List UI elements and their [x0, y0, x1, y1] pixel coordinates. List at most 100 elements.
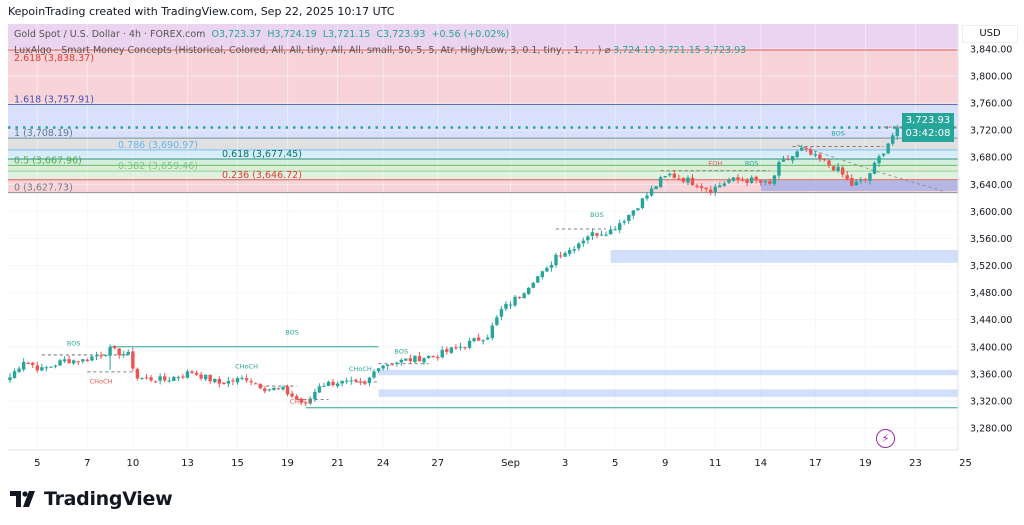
- candle-body: [445, 349, 449, 352]
- candle-body: [554, 254, 558, 266]
- candle: [258, 383, 262, 390]
- candle-body: [563, 253, 567, 257]
- candle-body: [354, 379, 358, 382]
- candle-body: [422, 358, 426, 363]
- candle-body: [117, 348, 121, 356]
- symbol-legend[interactable]: Gold Spot / U.S. Dollar · 4h · FOREX.com…: [14, 29, 509, 40]
- candle-body: [235, 377, 240, 383]
- candle: [249, 378, 253, 386]
- candle: [790, 155, 795, 164]
- candle: [422, 357, 426, 365]
- candle-body: [677, 178, 681, 180]
- candle-body: [754, 176, 758, 181]
- candle: [12, 368, 17, 379]
- candle-body: [176, 377, 181, 379]
- candle: [426, 355, 431, 359]
- candle-body: [367, 377, 372, 384]
- structure-label: BOS: [590, 211, 604, 219]
- candle: [72, 359, 76, 365]
- candle: [254, 382, 258, 385]
- fib-zone: [8, 149, 958, 159]
- candle: [854, 178, 858, 186]
- candle-body: [490, 325, 494, 338]
- candle: [345, 377, 349, 385]
- candle: [58, 358, 62, 366]
- time-tick-label: 15: [231, 458, 244, 469]
- candle-body: [340, 380, 344, 384]
- indicator-legend[interactable]: LuxAlgo - Smart Money Concepts (Historic…: [14, 45, 746, 56]
- candle-body: [322, 385, 326, 387]
- candle-body: [185, 371, 190, 378]
- candle: [135, 367, 140, 381]
- ohlc-low: L3,721.15: [322, 29, 371, 40]
- currency-button[interactable]: USD: [962, 25, 1018, 43]
- candle: [449, 346, 454, 355]
- candle: [163, 372, 167, 383]
- candle-body: [768, 181, 772, 184]
- candle: [859, 177, 863, 184]
- candle-body: [399, 359, 403, 363]
- candle: [367, 376, 372, 387]
- candle: [467, 337, 472, 350]
- candle-body: [335, 383, 340, 387]
- candle: [577, 242, 581, 252]
- lightning-icon[interactable]: ⚡: [876, 429, 895, 448]
- candle: [35, 361, 39, 373]
- candle: [836, 163, 840, 173]
- candle: [126, 349, 130, 356]
- price-tick-label: 3,720.00: [970, 126, 1012, 137]
- candle: [881, 153, 886, 158]
- indicator-name: LuxAlgo - Smart Money Concepts (Historic…: [14, 45, 611, 56]
- candle-body: [163, 376, 167, 381]
- candle: [117, 347, 121, 359]
- candle-body: [895, 127, 899, 136]
- structure-label: BOS: [285, 329, 299, 337]
- time-tick-label: 11: [709, 458, 722, 469]
- candle: [317, 383, 322, 393]
- tradingview-logo[interactable]: TradingView: [10, 488, 173, 510]
- bar-countdown: 03:42:08: [905, 128, 951, 139]
- candle: [863, 177, 868, 183]
- candle: [304, 400, 308, 407]
- candle-body: [8, 377, 12, 381]
- candle-body: [740, 179, 745, 181]
- fib-label: 1.618 (3,757.91): [14, 94, 94, 105]
- fib-label: 0.618 (3,677.45): [222, 149, 302, 160]
- candle-body: [149, 377, 153, 381]
- candle: [827, 159, 831, 168]
- candle-body: [126, 351, 130, 355]
- candle-body: [863, 179, 868, 181]
- candle: [722, 181, 727, 188]
- candle-body: [167, 380, 171, 382]
- candle: [681, 177, 686, 184]
- candle: [463, 346, 467, 351]
- candle: [891, 132, 895, 146]
- candle: [850, 174, 854, 187]
- time-tick-label: 13: [181, 458, 194, 469]
- candle-body: [440, 349, 444, 358]
- price-tick-label: 3,800.00: [970, 72, 1012, 83]
- candle-body: [203, 374, 208, 380]
- time-tick-label: 5: [612, 458, 618, 469]
- candle: [677, 174, 681, 180]
- time-tick-label: 5: [34, 458, 40, 469]
- candle: [349, 376, 353, 385]
- candle-body: [831, 166, 836, 171]
- candle-body: [513, 296, 517, 306]
- candle-body: [99, 355, 103, 357]
- price-tick-label: 3,600.00: [970, 207, 1012, 218]
- candle-body: [449, 347, 454, 353]
- candle-body: [417, 356, 422, 362]
- time-tick-label: 27: [431, 458, 444, 469]
- candle-body: [254, 383, 258, 385]
- candle-body: [868, 173, 872, 181]
- candle: [363, 379, 367, 386]
- candle-body: [590, 232, 595, 237]
- fib-label: 1 (3,708.19): [14, 128, 73, 139]
- price-tick-label: 3,360.00: [970, 369, 1012, 380]
- candle-body: [713, 186, 717, 192]
- candle-body: [31, 362, 35, 366]
- candle-body: [290, 393, 294, 397]
- candle-body: [586, 236, 590, 241]
